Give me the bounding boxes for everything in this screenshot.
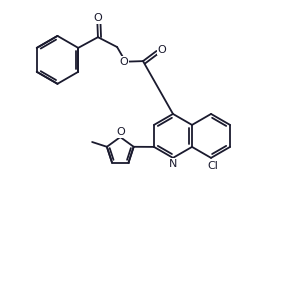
Text: N: N (169, 158, 178, 169)
Text: O: O (93, 13, 102, 23)
Text: O: O (120, 57, 129, 67)
Text: O: O (116, 127, 125, 137)
Text: O: O (157, 45, 166, 55)
Text: Cl: Cl (207, 161, 218, 171)
